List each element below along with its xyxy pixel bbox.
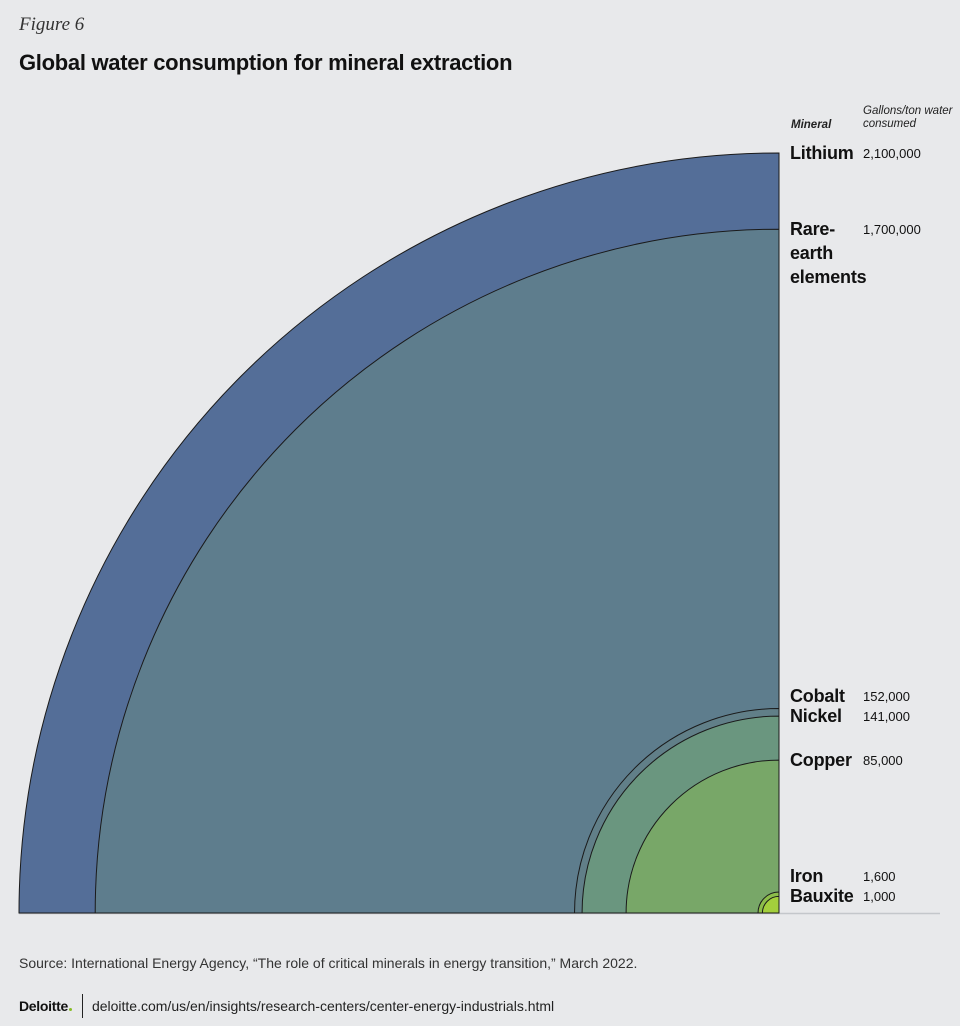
arc-rare-earth-elements bbox=[94, 228, 780, 914]
mineral-label-line: Iron bbox=[790, 866, 824, 887]
mineral-label-nickel: Nickel bbox=[790, 704, 865, 728]
value-label-copper: 85,000 bbox=[863, 753, 903, 769]
mineral-label-cobalt: Cobalt bbox=[790, 684, 865, 708]
mineral-label-iron: Iron bbox=[790, 864, 865, 888]
mineral-label-lithium: Lithium bbox=[790, 141, 865, 165]
value-label-cobalt: 152,000 bbox=[863, 689, 910, 705]
footer: Deloitte deloitte.com/us/en/insights/res… bbox=[19, 994, 554, 1018]
value-label-iron: 1,600 bbox=[863, 869, 896, 885]
mineral-label-line: Rare- bbox=[790, 219, 836, 240]
value-label-nickel: 141,000 bbox=[863, 709, 910, 725]
mineral-label-line: Bauxite bbox=[790, 886, 854, 907]
value-label-lithium: 2,100,000 bbox=[863, 146, 921, 161]
column-header-value: Gallons/ton water consumed bbox=[863, 105, 953, 130]
mineral-label-line: Copper bbox=[790, 750, 852, 771]
mineral-label-line: Lithium bbox=[790, 143, 854, 163]
figure-label: Figure 6 bbox=[19, 14, 85, 35]
mineral-label-line: Cobalt bbox=[790, 686, 845, 707]
source-note: Source: International Energy Agency, “Th… bbox=[19, 955, 638, 971]
mineral-label-line: elements bbox=[790, 267, 867, 288]
column-header-mineral: Mineral bbox=[791, 119, 832, 131]
mineral-label-copper: Copper bbox=[790, 748, 865, 772]
arc-copper bbox=[625, 759, 780, 914]
chart-title: Global water consumption for mineral ext… bbox=[19, 50, 513, 75]
mineral-label-rare-earth-elements: Rare-earth elements bbox=[790, 217, 867, 289]
quarter-circle-chart bbox=[18, 152, 940, 915]
footer-divider bbox=[81, 994, 83, 1018]
deloitte-logo: Deloitte bbox=[19, 998, 72, 1014]
arc-bauxite bbox=[761, 895, 780, 914]
footer-url[interactable]: deloitte.com/us/en/insights/research-cen… bbox=[91, 998, 555, 1014]
mineral-label-line: Nickel bbox=[790, 706, 842, 727]
value-label-rare-earth-elements: 1,700,000 bbox=[863, 222, 921, 238]
value-label-bauxite: 1,000 bbox=[863, 889, 896, 905]
mineral-label-line: earth bbox=[790, 243, 834, 264]
mineral-label-bauxite: Bauxite bbox=[790, 884, 865, 908]
